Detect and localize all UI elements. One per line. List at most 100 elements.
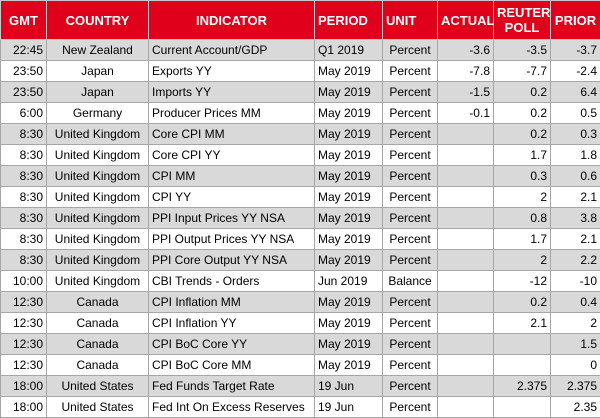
period-cell: May 2019: [315, 250, 383, 271]
actual-cell: [438, 187, 494, 208]
indicator-cell: Fed Funds Target Rate: [149, 376, 315, 397]
country-cell: United Kingdom: [47, 250, 149, 271]
unit-cell: Percent: [383, 313, 438, 334]
indicator-cell: CPI BoC Core YY: [149, 334, 315, 355]
prior-cell: 0.6: [551, 166, 600, 187]
header-indicator: INDICATOR: [149, 1, 315, 40]
indicator-cell: Core CPI MM: [149, 124, 315, 145]
indicator-cell: PPI Output Prices YY NSA: [149, 229, 315, 250]
prior-cell: -3.7: [551, 40, 600, 61]
actual-cell: [438, 292, 494, 313]
actual-cell: [438, 229, 494, 250]
country-cell: United Kingdom: [47, 208, 149, 229]
unit-cell: Percent: [383, 82, 438, 103]
poll-cell: 0.3: [494, 166, 551, 187]
header-actual: ACTUAL: [438, 1, 494, 40]
header-period: PERIOD: [315, 1, 383, 40]
gmt-cell: 10:00: [1, 271, 47, 292]
header-unit: UNIT: [383, 1, 438, 40]
header-gmt: GMT: [1, 1, 47, 40]
country-cell: Canada: [47, 334, 149, 355]
gmt-cell: 12:30: [1, 292, 47, 313]
poll-cell: 0.2: [494, 124, 551, 145]
gmt-cell: 8:30: [1, 166, 47, 187]
unit-cell: Percent: [383, 334, 438, 355]
country-cell: United Kingdom: [47, 187, 149, 208]
indicator-cell: PPI Core Output YY NSA: [149, 250, 315, 271]
poll-cell: 2.1: [494, 313, 551, 334]
unit-cell: Percent: [383, 250, 438, 271]
period-cell: Jun 2019: [315, 271, 383, 292]
period-cell: 19 Jun: [315, 397, 383, 418]
period-cell: May 2019: [315, 208, 383, 229]
country-cell: United Kingdom: [47, 229, 149, 250]
prior-cell: 1.8: [551, 145, 600, 166]
gmt-cell: 18:00: [1, 397, 47, 418]
period-cell: May 2019: [315, 334, 383, 355]
actual-cell: -7.8: [438, 61, 494, 82]
country-cell: Germany: [47, 103, 149, 124]
prior-cell: 3.8: [551, 208, 600, 229]
period-cell: 19 Jun: [315, 376, 383, 397]
actual-cell: [438, 250, 494, 271]
prior-cell: 2.2: [551, 250, 600, 271]
actual-cell: [438, 124, 494, 145]
prior-cell: 6.4: [551, 82, 600, 103]
gmt-cell: 8:30: [1, 229, 47, 250]
country-cell: United Kingdom: [47, 124, 149, 145]
prior-cell: 0.5: [551, 103, 600, 124]
gmt-cell: 12:30: [1, 334, 47, 355]
gmt-cell: 23:50: [1, 61, 47, 82]
actual-cell: [438, 271, 494, 292]
period-cell: May 2019: [315, 103, 383, 124]
actual-cell: [438, 208, 494, 229]
country-cell: United Kingdom: [47, 271, 149, 292]
country-cell: Canada: [47, 355, 149, 376]
prior-cell: 1.5: [551, 334, 600, 355]
gmt-cell: 22:45: [1, 40, 47, 61]
poll-cell: [494, 397, 551, 418]
prior-cell: 2.375: [551, 376, 600, 397]
actual-cell: [438, 376, 494, 397]
indicator-cell: CPI BoC Core MM: [149, 355, 315, 376]
indicator-cell: Current Account/GDP: [149, 40, 315, 61]
indicator-cell: CPI Inflation MM: [149, 292, 315, 313]
period-cell: May 2019: [315, 82, 383, 103]
period-cell: May 2019: [315, 166, 383, 187]
poll-cell: 2.375: [494, 376, 551, 397]
indicator-cell: CBI Trends - Orders: [149, 271, 315, 292]
actual-cell: [438, 355, 494, 376]
unit-cell: Percent: [383, 40, 438, 61]
period-cell: May 2019: [315, 229, 383, 250]
actual-cell: [438, 145, 494, 166]
poll-cell: 1.7: [494, 229, 551, 250]
prior-cell: 0.4: [551, 292, 600, 313]
gmt-cell: 12:30: [1, 313, 47, 334]
gmt-cell: 8:30: [1, 187, 47, 208]
actual-cell: -1.5: [438, 82, 494, 103]
poll-cell: 0.8: [494, 208, 551, 229]
header-prior: PRIOR: [551, 1, 600, 40]
prior-cell: 0.3: [551, 124, 600, 145]
indicator-cell: Fed Int On Excess Reserves: [149, 397, 315, 418]
gmt-cell: 8:30: [1, 250, 47, 271]
prior-cell: 2.1: [551, 187, 600, 208]
gmt-cell: 8:30: [1, 124, 47, 145]
period-cell: May 2019: [315, 145, 383, 166]
poll-cell: -12: [494, 271, 551, 292]
country-cell: Japan: [47, 61, 149, 82]
